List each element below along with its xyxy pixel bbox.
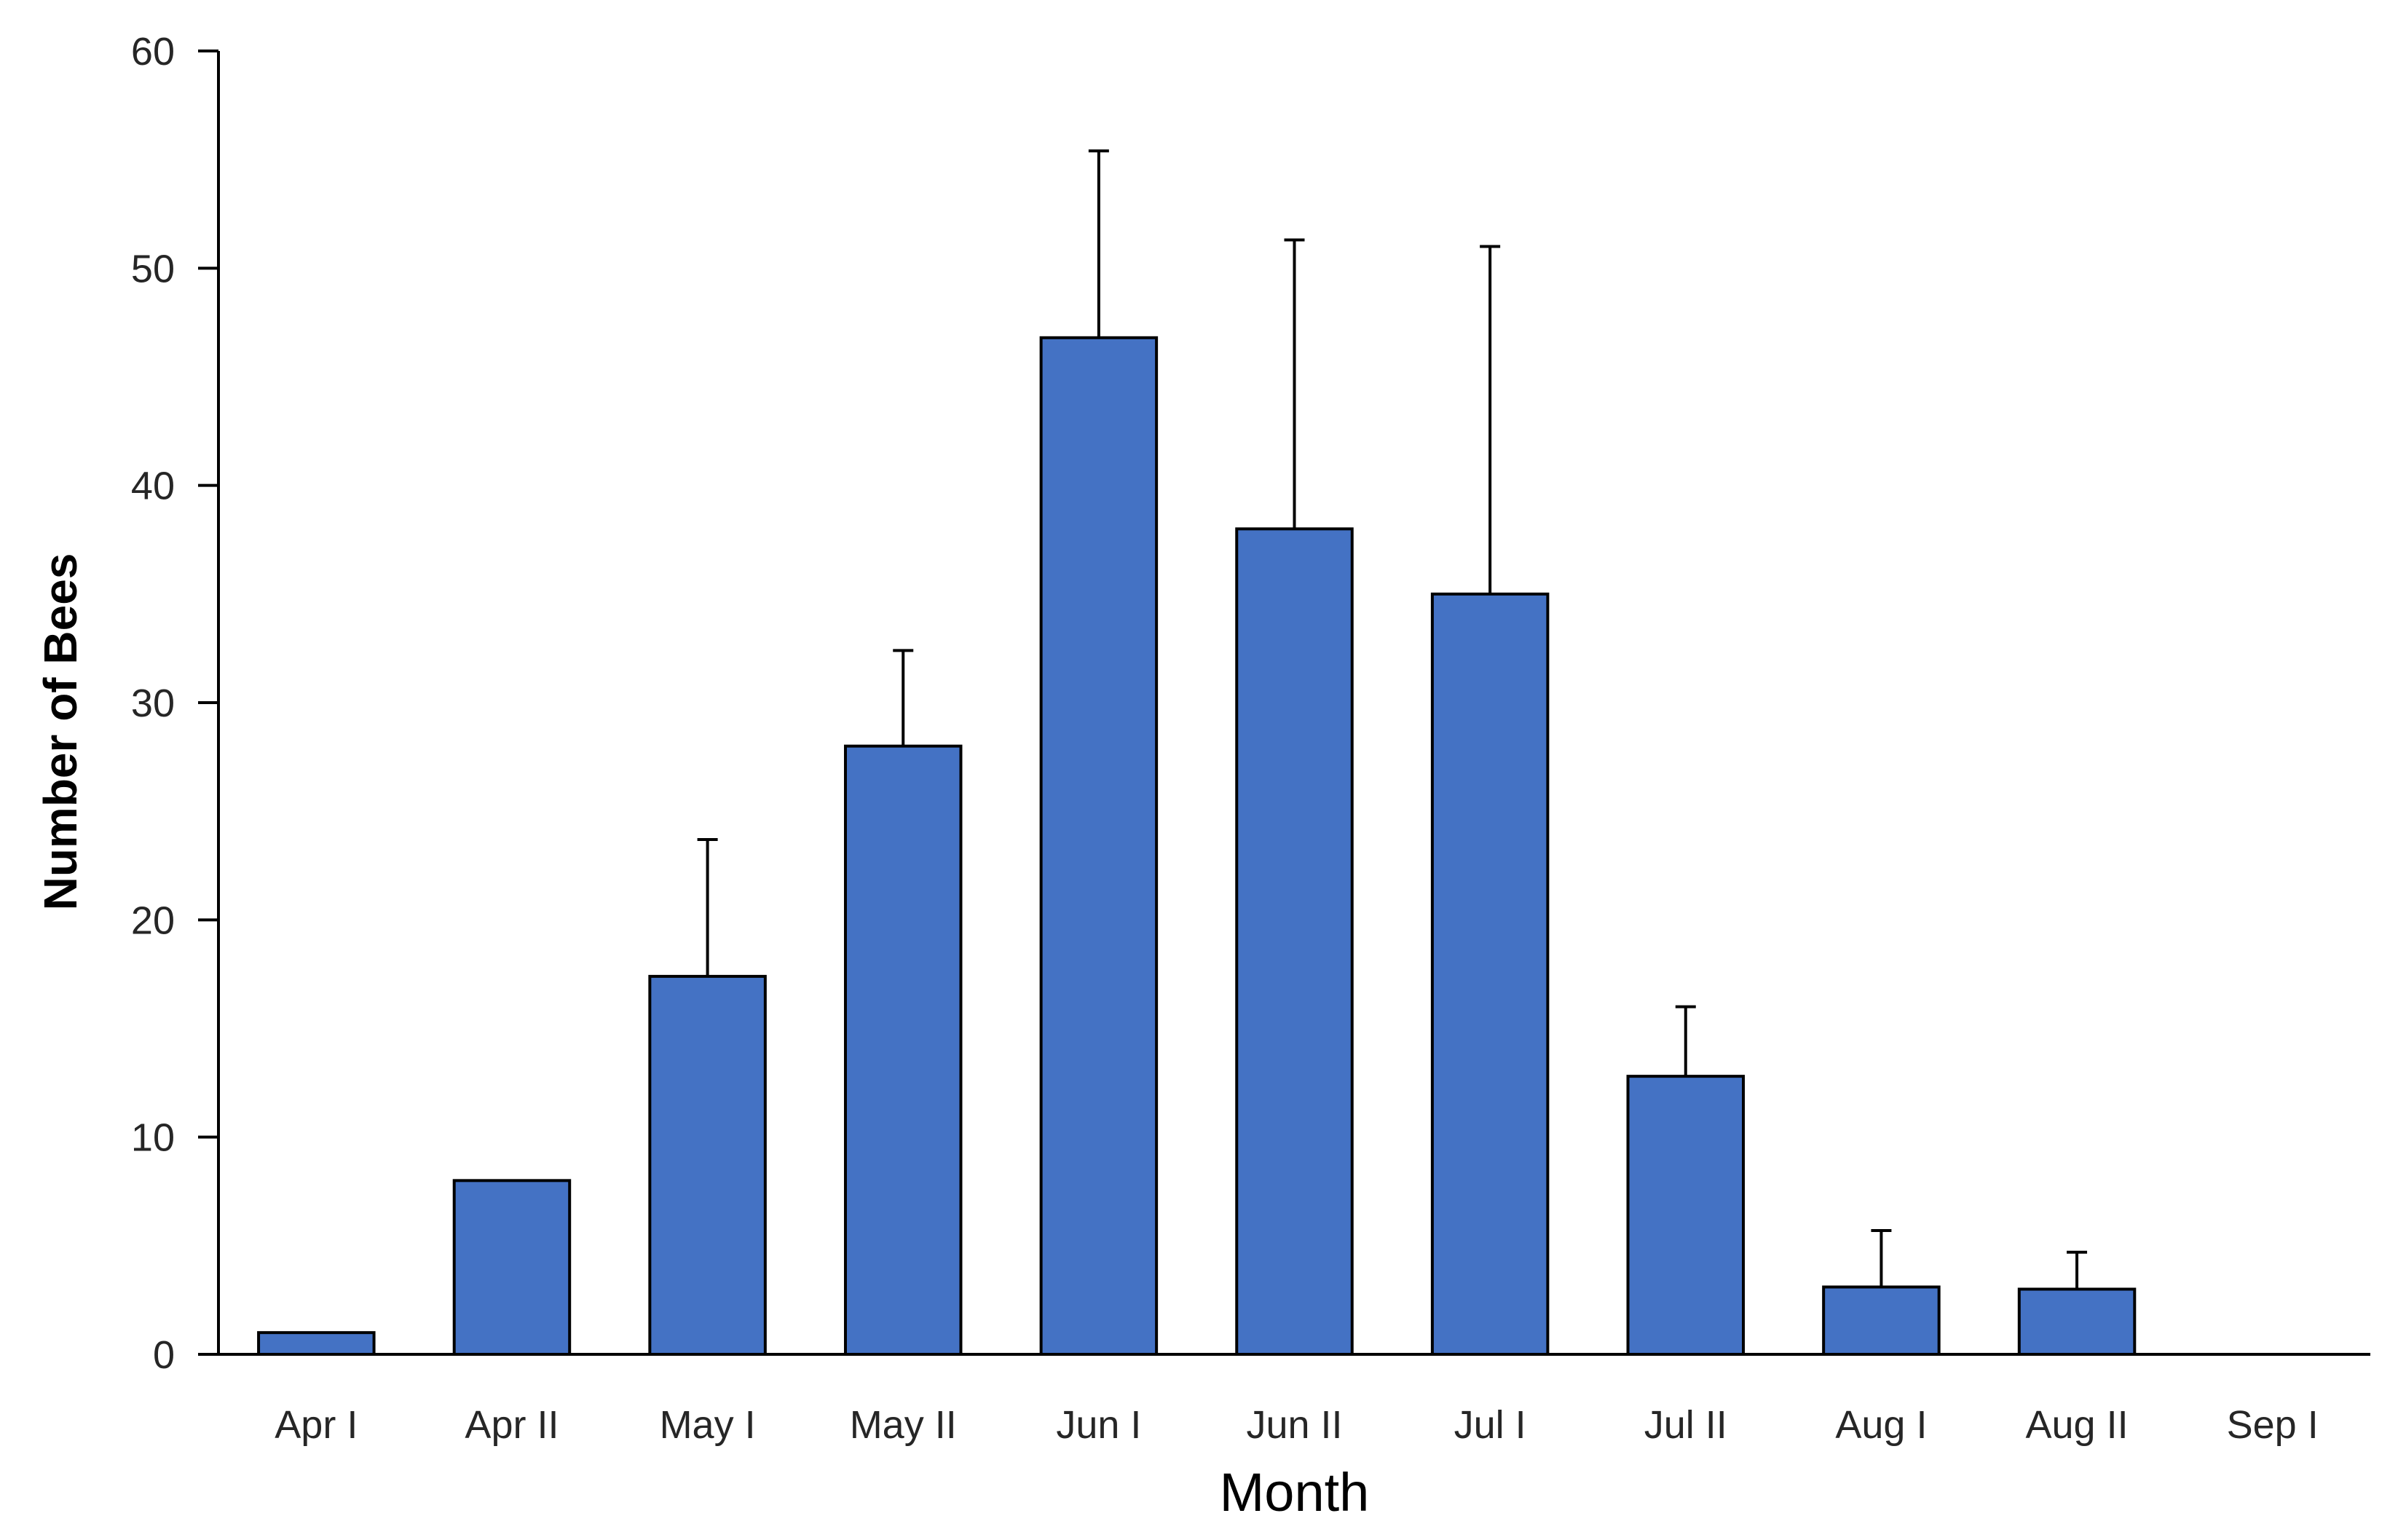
bars-layer <box>257 336 2137 1357</box>
bar <box>1430 592 1550 1356</box>
y-ticks-layer: 0 10 20 30 40 50 60 <box>131 30 218 1377</box>
y-tick-label: 0 <box>153 1333 175 1377</box>
x-category-label: Jun II <box>1246 1403 1342 1447</box>
bar <box>257 1331 376 1356</box>
bar <box>648 974 767 1356</box>
error-bars-layer <box>697 149 2088 1290</box>
x-category-label: Aug I <box>1835 1403 1927 1447</box>
bar <box>1626 1075 1746 1356</box>
y-tick-label: 30 <box>131 682 175 725</box>
bar <box>843 744 963 1356</box>
y-tick-label: 10 <box>131 1116 175 1160</box>
y-tick-label: 40 <box>131 465 175 508</box>
bar <box>1822 1285 1941 1357</box>
bar <box>1235 527 1354 1356</box>
x-category-label: Apr II <box>465 1403 559 1447</box>
y-tick-label: 20 <box>131 899 175 942</box>
y-tick-label: 50 <box>131 247 175 291</box>
x-category-label: Jul I <box>1454 1403 1526 1447</box>
bar <box>452 1179 572 1357</box>
x-axis-title: Month <box>1220 1462 1370 1523</box>
x-labels-layer: Apr I Apr II May I May II Jun I Jun II Jul I Ju… <box>275 1403 2318 1447</box>
y-tick-label: 60 <box>131 30 175 74</box>
x-category-label: May II <box>850 1403 957 1447</box>
x-category-label: Aug II <box>2025 1403 2128 1447</box>
x-category-label: Sep I <box>2227 1403 2319 1447</box>
x-category-label: May I <box>660 1403 756 1447</box>
x-category-label: Jun I <box>1056 1403 1141 1447</box>
y-axis-title: Number of Bees <box>34 553 87 911</box>
x-category-label: Apr I <box>275 1403 358 1447</box>
bar <box>2017 1287 2137 1356</box>
bar <box>1039 336 1159 1356</box>
x-category-label: Jul II <box>1644 1403 1727 1447</box>
